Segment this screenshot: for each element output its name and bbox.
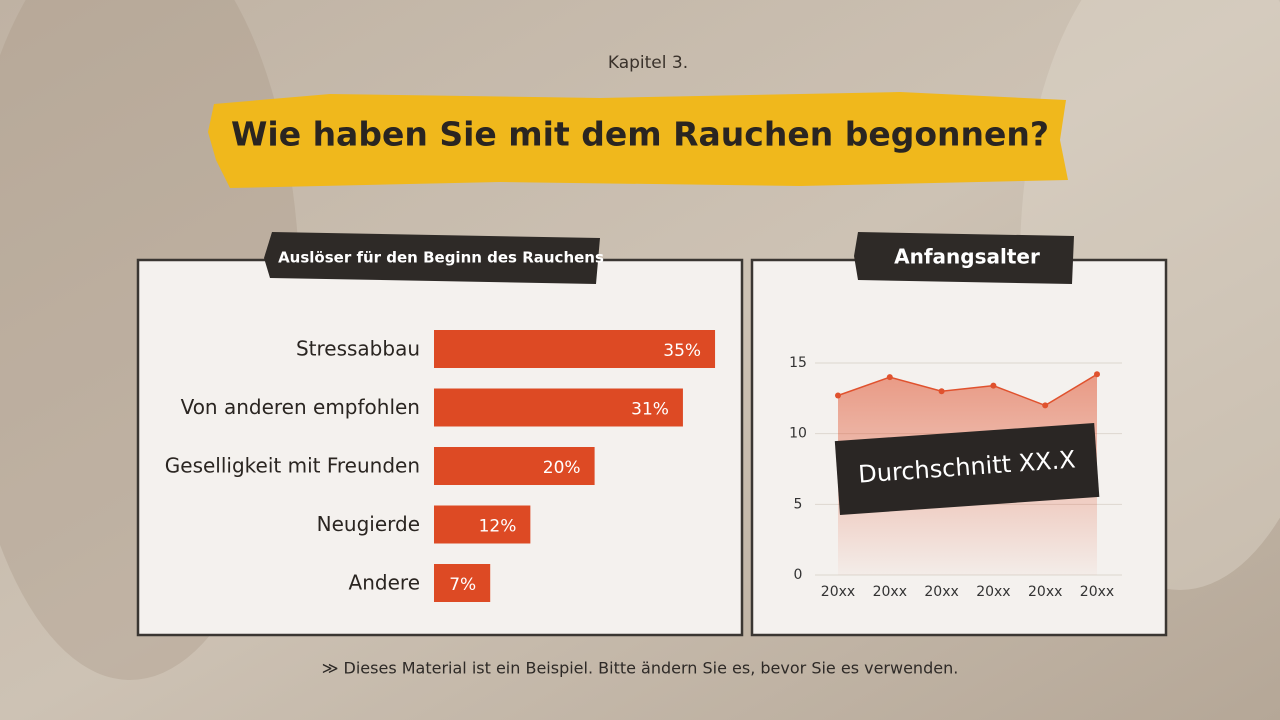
bar [434, 388, 683, 427]
x-tick-label: 20xx [1028, 584, 1062, 600]
bar [434, 564, 491, 602]
value-label: 31% [631, 400, 669, 420]
title: Wie haben Sie mit dem Rauchen begonnen? [231, 115, 1049, 154]
point [835, 392, 841, 399]
panel-title: Anfangsalter [894, 245, 1040, 269]
point [1094, 371, 1100, 378]
kicker: Kapitel 3. [608, 53, 688, 73]
x-tick-label: 20xx [1080, 584, 1114, 600]
value-label: 7% [449, 575, 476, 595]
point [990, 382, 997, 389]
footer: ≫ Dieses Material ist ein Beispiel. Bitt… [322, 659, 959, 678]
category-label: Neugierde [317, 512, 420, 536]
annotation-box [834, 423, 1100, 515]
bar [434, 505, 531, 544]
y-tick-label: 15 [789, 355, 807, 371]
point [1042, 402, 1049, 409]
x-tick-label: 20xx [976, 584, 1010, 600]
y-tick-label: 5 [794, 496, 803, 512]
y-tick-label: 10 [789, 426, 807, 442]
point [938, 388, 945, 395]
point [886, 374, 893, 381]
bar [434, 447, 595, 485]
value-label: 20% [543, 458, 581, 478]
line [837, 373, 1098, 407]
bar [434, 330, 716, 368]
category-label: Geselligkeit mit Freunden [165, 454, 420, 478]
category-label: Andere [349, 571, 420, 595]
panel-tag [264, 232, 600, 284]
title-banner [208, 92, 1068, 188]
category-label: Stressabbau [296, 337, 420, 361]
value-label: 12% [479, 517, 517, 537]
panel-title: Auslöser für den Beginn des Rauchens [278, 249, 604, 267]
y-tick-label: 0 [794, 567, 803, 583]
x-tick-label: 20xx [873, 584, 907, 600]
value-label: 35% [663, 341, 701, 361]
panel-tag [854, 232, 1074, 284]
category-label: Von anderen empfohlen [181, 395, 420, 419]
x-tick-label: 20xx [924, 584, 958, 600]
x-tick-label: 20xx [821, 584, 855, 600]
annotation: Durchschnitt XX.X [834, 423, 1100, 515]
